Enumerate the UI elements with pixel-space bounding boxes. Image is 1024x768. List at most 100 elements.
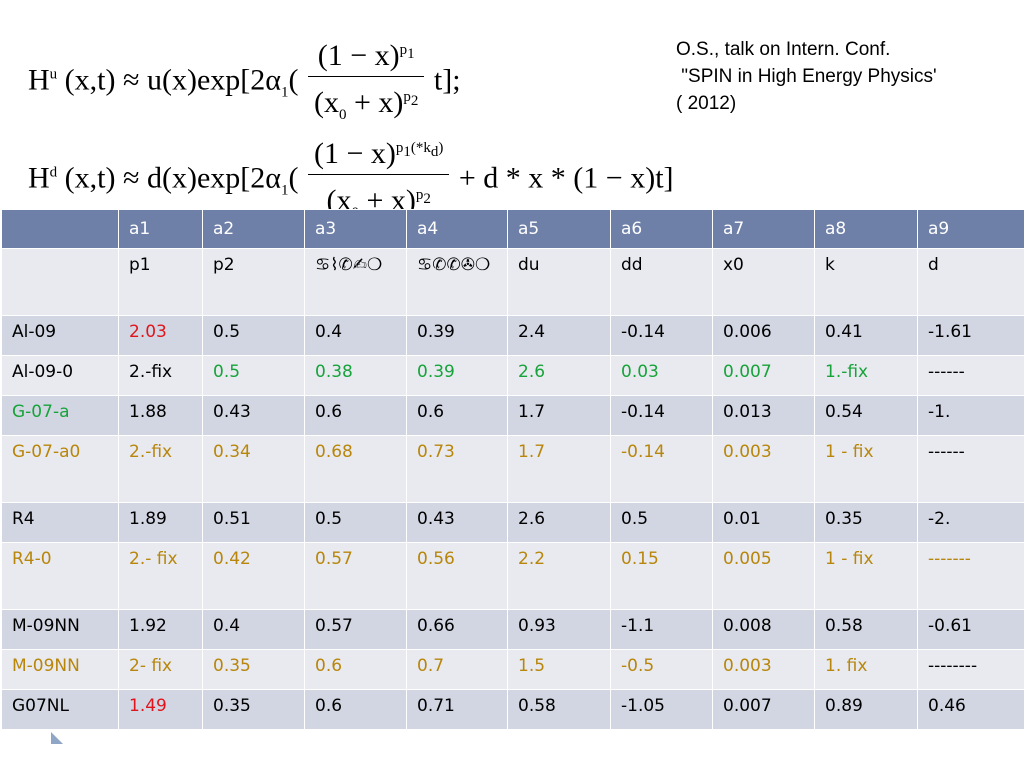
formula-function: u(x)exp[2α: [146, 63, 281, 97]
header-cell: a8: [814, 209, 918, 249]
table-cell: 1.7: [507, 435, 611, 503]
table-row: Al-09-0 2.-fix 0.5 0.38 0.39 2.6 0.03 0.…: [1, 355, 1024, 396]
table-cell: -1.61: [917, 315, 1024, 356]
table-cell: 0.006: [712, 315, 815, 356]
table-cell: 0.34: [202, 435, 305, 503]
formula-open-paren: (: [288, 161, 299, 195]
parameter-table: a1 a2 a3 a4 a5 a6 a7 a8 a9 p1 p2 ♋⌇✆✍❍ ♋…: [1, 209, 1024, 730]
table-cell: 0.43: [202, 395, 305, 436]
table-row: R4 1.89 0.51 0.5 0.43 2.6 0.5 0.01 0.35 …: [1, 502, 1024, 543]
table-cell: 0.57: [304, 542, 407, 610]
table-cell: 0.46: [917, 689, 1024, 730]
subheader-cell: k: [814, 248, 918, 316]
table-cell: M-09NN: [1, 609, 119, 650]
formula-operator: ≈: [123, 63, 140, 97]
numerator-exp: p: [395, 140, 404, 156]
header-cell: a3: [304, 209, 407, 249]
table-cell: 0.39: [406, 355, 508, 396]
table-cell: 1.49: [118, 689, 203, 730]
table-cell: 0.35: [202, 689, 305, 730]
table-cell: -0.5: [610, 649, 713, 690]
table-cell: --------: [917, 649, 1024, 690]
table-cell: Al-09: [1, 315, 119, 356]
numerator-base: (1 − x): [317, 39, 400, 72]
table-cell: 1.7: [507, 395, 611, 436]
table-cell: -1.1: [610, 609, 713, 650]
table-cell: 2- fix: [118, 649, 203, 690]
header-cell: a5: [507, 209, 611, 249]
table-cell: Al-09-0: [1, 355, 119, 396]
table-cell: -0.14: [610, 435, 713, 503]
table-cell: 0.5: [202, 315, 305, 356]
table-cell: 0.41: [814, 315, 918, 356]
table-cell: 0.003: [712, 435, 815, 503]
table-cell: G-07-a: [1, 395, 119, 436]
formula-fraction: (1 − x)p1 (x0 + x)p2: [307, 30, 425, 135]
denominator-exp: p: [415, 187, 424, 203]
formula-denominator: (x0 + x)p2: [308, 77, 424, 135]
numerator-base: (1 − x): [313, 137, 396, 170]
table-row: Al-09 2.03 0.5 0.4 0.39 2.4 -0.14 0.006 …: [1, 315, 1024, 356]
table-cell: 2.4: [507, 315, 611, 356]
table-cell: 0.008: [712, 609, 815, 650]
table-cell: 0.66: [406, 609, 508, 650]
formula-operator: ≈: [123, 161, 140, 195]
subheader-cell: p1: [118, 248, 203, 316]
table-cell: 0.6: [304, 689, 407, 730]
formula-alpha-sub: 1: [280, 182, 289, 199]
subheader-cell: dd: [610, 248, 713, 316]
table-cell: 2.6: [507, 355, 611, 396]
numerator-exp: p: [399, 42, 408, 58]
table-cell: 1.-fix: [814, 355, 918, 396]
table-row: G-07-a0 2.-fix 0.34 0.68 0.73 1.7 -0.14 …: [1, 435, 1024, 503]
formula-numerator: (1 − x)p1: [307, 30, 425, 77]
header-cell: a1: [118, 209, 203, 249]
formula-lhs: H: [28, 161, 50, 195]
table-cell: 0.15: [610, 542, 713, 610]
table-row: M-09NN 2- fix 0.35 0.6 0.7 1.5 -0.5 0.00…: [1, 649, 1024, 690]
table-cell: 0.6: [304, 395, 407, 436]
header-cell: a7: [712, 209, 815, 249]
subheader-cell: p2: [202, 248, 305, 316]
table-cell: 0.03: [610, 355, 713, 396]
table-cell: 0.38: [304, 355, 407, 396]
denominator-base: (x: [313, 86, 339, 119]
table-cell: 0.68: [304, 435, 407, 503]
denominator-exp-sub: 2: [423, 191, 431, 207]
slide-corner-triangle-icon: [51, 732, 63, 744]
denominator-exp: p: [403, 89, 411, 105]
table-cell: 2.03: [118, 315, 203, 356]
formula-numerator: (1 − x)p1(*kd): [307, 128, 450, 175]
formula-function: d(x)exp[2α: [146, 161, 281, 195]
table-cell: 2.- fix: [118, 542, 203, 610]
subheader-cell: ♋✆✆✇❍: [406, 248, 508, 316]
table-cell: ------: [917, 435, 1024, 503]
table-cell: 0.5: [304, 502, 407, 543]
table-cell: 0.54: [814, 395, 918, 436]
table-cell: 2.-fix: [118, 355, 203, 396]
table-cell: -0.14: [610, 395, 713, 436]
table-cell: -------: [917, 542, 1024, 610]
table-cell: 0.4: [202, 609, 305, 650]
table-cell: 2.2: [507, 542, 611, 610]
table-cell: 0.58: [507, 689, 611, 730]
formula-tail: t];: [433, 63, 461, 97]
table-cell: 0.39: [406, 315, 508, 356]
table-cell: 0.35: [814, 502, 918, 543]
table-cell: 2.-fix: [118, 435, 203, 503]
subheader-cell: d: [917, 248, 1024, 316]
table-cell: 0.005: [712, 542, 815, 610]
table-header-row: a1 a2 a3 a4 a5 a6 a7 a8 a9: [1, 209, 1024, 249]
table-cell: 0.71: [406, 689, 508, 730]
table-cell: 0.5: [610, 502, 713, 543]
table-cell: 1 - fix: [814, 542, 918, 610]
table-cell: 0.013: [712, 395, 815, 436]
table-cell: ------: [917, 355, 1024, 396]
denominator-tail: + x): [346, 86, 404, 119]
table-cell: 0.58: [814, 609, 918, 650]
formula-alpha-sub: 1: [280, 84, 289, 101]
subheader-cell: ♋⌇✆✍❍: [304, 248, 407, 316]
numerator-exp-sub: 1: [407, 46, 415, 62]
header-cell: [1, 209, 119, 249]
numerator-exp-sub: 1: [403, 144, 411, 160]
